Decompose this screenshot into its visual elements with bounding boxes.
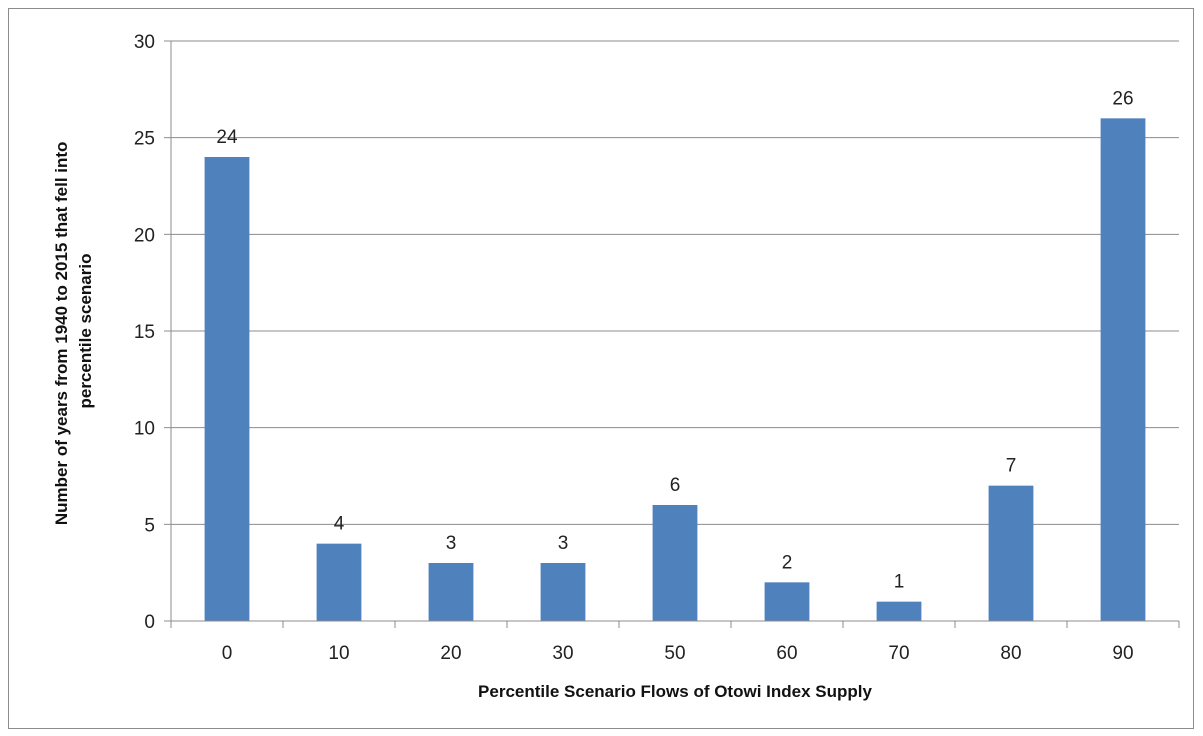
bar — [876, 601, 922, 621]
bar — [540, 563, 586, 621]
x-tick-label: 30 — [552, 643, 573, 664]
gridlines — [164, 40, 1180, 628]
x-tick-label: 90 — [1112, 643, 1133, 664]
y-tick-label: 5 — [144, 515, 155, 536]
y-tick-label: 0 — [144, 612, 155, 633]
y-axis-title-line-2: percentile scenario — [76, 254, 95, 409]
y-tick-label: 20 — [134, 225, 155, 246]
bar-chart: 0 5 10 15 20 25 30 0 10 20 30 50 60 70 80 90 24 4 3 3 6 2 1 7… — [52, 32, 1180, 701]
x-tick-label: 60 — [776, 643, 797, 664]
x-tick-label: 20 — [440, 643, 461, 664]
y-tick-labels: 0 5 10 15 20 25 30 — [134, 32, 155, 633]
bar — [428, 563, 474, 621]
y-tick-label: 25 — [134, 129, 155, 150]
bars — [204, 118, 1146, 621]
data-label: 6 — [670, 475, 681, 496]
bar — [652, 505, 698, 621]
data-label: 3 — [446, 533, 457, 554]
data-label: 4 — [334, 514, 345, 535]
x-tick-label: 10 — [328, 643, 349, 664]
data-label: 3 — [558, 533, 569, 554]
x-tick-labels: 0 10 20 30 50 60 70 80 90 — [222, 643, 1134, 664]
chart-area: 0 5 10 15 20 25 30 0 10 20 30 50 60 70 80 90 24 4 3 3 6 2 1 7… — [8, 8, 1194, 729]
data-label: 7 — [1006, 456, 1017, 477]
x-tick-label: 50 — [664, 643, 685, 664]
bar — [316, 543, 362, 621]
y-tick-label: 30 — [134, 32, 155, 53]
bar — [764, 582, 810, 621]
x-tick-label: 0 — [222, 643, 233, 664]
data-label: 2 — [782, 552, 793, 573]
x-tick-label: 80 — [1000, 643, 1021, 664]
y-axis-title: Number of years from 1940 to 2015 that f… — [52, 137, 95, 525]
y-axis-title-line-1: Number of years from 1940 to 2015 that f… — [52, 142, 71, 526]
axes — [170, 41, 1179, 622]
x-axis-title: Percentile Scenario Flows of Otowi Index… — [478, 682, 872, 701]
data-labels: 24 4 3 3 6 2 1 7 26 — [216, 88, 1133, 592]
x-tick-label: 70 — [888, 643, 909, 664]
data-label: 1 — [894, 572, 905, 593]
data-label: 26 — [1112, 88, 1133, 109]
data-label: 24 — [216, 127, 238, 148]
y-tick-label: 15 — [134, 322, 155, 343]
bar — [988, 485, 1034, 621]
y-tick-label: 10 — [134, 419, 155, 440]
bar — [1100, 118, 1146, 621]
bar — [204, 157, 250, 621]
